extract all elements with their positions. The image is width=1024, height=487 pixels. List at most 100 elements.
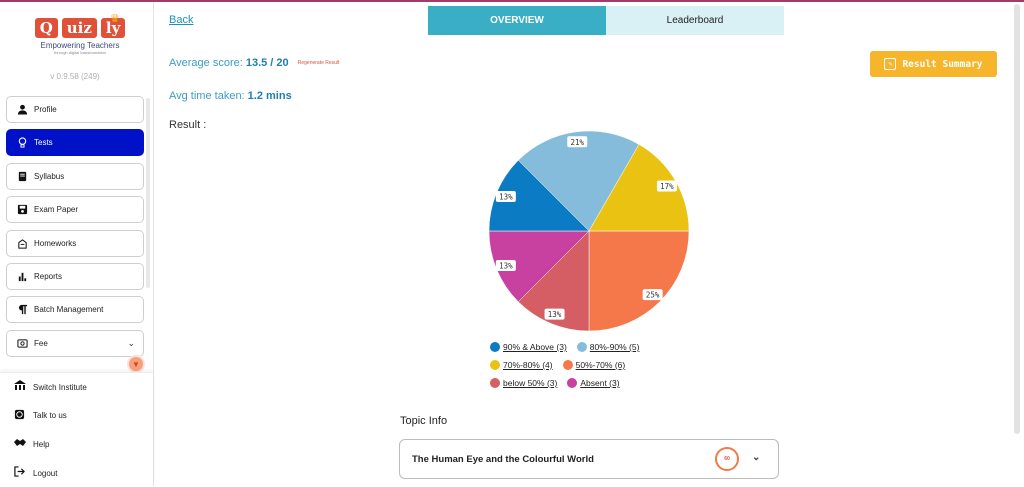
back-link[interactable]: Back [169, 14, 194, 26]
legend-label: 70%-80% (4) [503, 360, 553, 370]
result-summary-label: Result Summary [902, 58, 983, 70]
bottom-item-label: Help [33, 439, 50, 449]
legend-row: 70%-80% (4) 50%-70% (6) [490, 360, 710, 370]
legend-row: 90% & Above (3) 80%-90% (5) [490, 342, 710, 352]
svg-text:17%: 17% [660, 182, 674, 191]
svg-text:13%: 13% [499, 193, 513, 202]
legend-item-below-50[interactable]: below 50% (3) [490, 378, 557, 388]
legend-item-80-90[interactable]: 80%-90% (5) [576, 342, 640, 352]
view-tabs: OVERVIEW Leaderboard [428, 6, 784, 35]
logo-tagline: Empowering Teachers [40, 41, 120, 50]
save-icon [16, 204, 28, 216]
quizly-logo: ♛ Q uiz ly Empowering Teachers through d… [30, 12, 130, 62]
tab-leaderboard[interactable]: Leaderboard [606, 6, 784, 35]
pie-slice[interactable] [517, 130, 640, 232]
result-summary-button[interactable]: ✎ Result Summary [870, 51, 997, 77]
main-scrollbar-thumb[interactable] [1014, 4, 1020, 434]
sidebar-item-label: Tests [34, 138, 53, 148]
sidebar-item-label: Exam Paper [34, 205, 79, 215]
sidebar-item-label: Batch Management [34, 305, 104, 315]
pie-data-label: 17% [656, 180, 677, 192]
sidebar-scrollbar[interactable] [146, 98, 150, 288]
sidebar-item-profile[interactable]: Profile [6, 96, 144, 123]
average-score: Average score: 13.5 / 20 Regenerate Resu… [169, 57, 339, 69]
bar-chart-icon [16, 270, 28, 282]
average-score-label: Average score: [169, 57, 246, 69]
average-time-value: 1.2 mins [247, 90, 292, 102]
bottom-item-label: Talk to us [33, 411, 67, 421]
sidebar-item-label: Fee [34, 338, 48, 348]
talk-to-us-link[interactable]: Talk to us [0, 402, 153, 431]
legend-item-70-80[interactable]: 70%-80% (4) [490, 360, 553, 370]
logout-link[interactable]: Logout [0, 459, 153, 487]
chevron-down-icon: ⌄ [127, 337, 135, 348]
sidebar-item-batch-management[interactable]: Batch Management [6, 296, 144, 324]
average-score-value: 13.5 / 20 [245, 57, 289, 69]
bottom-item-label: Logout [33, 468, 58, 478]
institute-icon [14, 380, 26, 394]
logo-letters-uiz: uiz [61, 18, 97, 38]
svg-text:13%: 13% [499, 261, 513, 270]
logo-letter-q: Q [34, 18, 58, 38]
main-scrollbar[interactable] [1014, 4, 1020, 434]
average-time-label: Avg time taken: [169, 90, 248, 102]
topic-accordion[interactable]: The Human Eye and the Colourful World 60… [399, 439, 779, 479]
bottom-item-label: Switch Institute [33, 382, 87, 392]
sidebar-item-label: Homeworks [34, 238, 77, 248]
app-version: v 0.9.58 (249) [50, 72, 100, 81]
tab-overview[interactable]: OVERVIEW [428, 6, 606, 35]
scroll-down-button[interactable]: ▼ [129, 357, 143, 371]
topic-score-badge: 60 [715, 447, 739, 471]
help-link[interactable]: Help [0, 430, 153, 459]
pie-data-label: 13% [495, 259, 516, 271]
legend-label: Absent (3) [580, 378, 620, 388]
crown-icon: ♛ [110, 13, 120, 25]
result-pie-chart: 25% 13% 13% 13% 21% 17% [488, 130, 690, 332]
switch-institute-link[interactable]: Switch Institute [0, 373, 153, 402]
sidebar-item-reports[interactable]: Reports [6, 262, 144, 290]
topic-info-heading: Topic Info [400, 415, 448, 427]
legend-item-90-above[interactable]: 90% & Above (3) [490, 342, 567, 352]
legend-label: 80%-90% (5) [589, 342, 640, 352]
legend-dot [576, 342, 587, 352]
sidebar-item-label: Profile [34, 105, 57, 114]
sidebar-item-syllabus[interactable]: Syllabus [6, 162, 144, 190]
legend-dot [490, 360, 500, 370]
svg-text:21%: 21% [570, 138, 584, 147]
sidebar-item-exam-paper[interactable]: Exam Paper [6, 196, 144, 224]
sidebar-item-fee[interactable]: Fee ⌄ [6, 329, 144, 357]
sidebar-bottom-nav: Switch Institute Talk to us Help Logout [0, 372, 153, 486]
paragraph-icon [16, 304, 28, 316]
whatsapp-icon [14, 409, 26, 423]
user-icon [16, 104, 28, 116]
legend-label: 90% & Above (3) [503, 342, 567, 352]
sidebar-item-homeworks[interactable]: Homeworks [6, 229, 144, 257]
legend-row: below 50% (3) Absent (3) [490, 378, 710, 388]
book-icon [16, 170, 28, 182]
handshake-icon [14, 438, 26, 451]
legend-dot [567, 378, 578, 388]
legend-label: 50%-70% (6) [575, 360, 626, 370]
pie-slice[interactable] [517, 230, 590, 332]
legend-dot [490, 342, 500, 352]
logo-letters-ly: ly [100, 18, 126, 38]
regenerate-result-link[interactable]: Regenerate Result [297, 60, 340, 67]
homework-icon [16, 237, 28, 249]
legend-dot [490, 378, 500, 388]
sidebar-nav: Profile Tests Syllabus Exam Paper Homewo… [6, 96, 144, 363]
pie-data-label: 13% [544, 308, 565, 320]
top-accent-line [0, 0, 1024, 2]
legend-item-absent[interactable]: Absent (3) [567, 378, 620, 388]
average-time: Avg time taken: 1.2 mins [169, 90, 292, 102]
chevron-down-icon[interactable]: ⌄ [752, 452, 761, 463]
sidebar-item-tests[interactable]: Tests [6, 129, 144, 157]
lightbulb-icon [16, 137, 28, 149]
svg-text:25%: 25% [646, 291, 660, 300]
logo-subtagline: through digital transformation [54, 50, 106, 55]
legend-dot [562, 360, 573, 370]
sidebar-item-label: Reports [34, 271, 63, 281]
legend-item-50-70[interactable]: 50%-70% (6) [562, 360, 626, 370]
topic-title: The Human Eye and the Colourful World [412, 453, 594, 465]
pie-slice[interactable] [588, 230, 690, 332]
chart-legend: 90% & Above (3) 80%-90% (5) 70%-80% (4) … [490, 342, 710, 396]
